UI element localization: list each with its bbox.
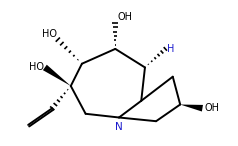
Text: OH: OH [117,12,132,22]
Text: N: N [115,122,123,132]
Text: HO: HO [42,29,57,39]
Text: OH: OH [204,103,219,113]
Polygon shape [43,65,71,86]
Text: HO: HO [29,61,44,72]
Text: H: H [167,44,175,54]
Polygon shape [180,105,203,112]
